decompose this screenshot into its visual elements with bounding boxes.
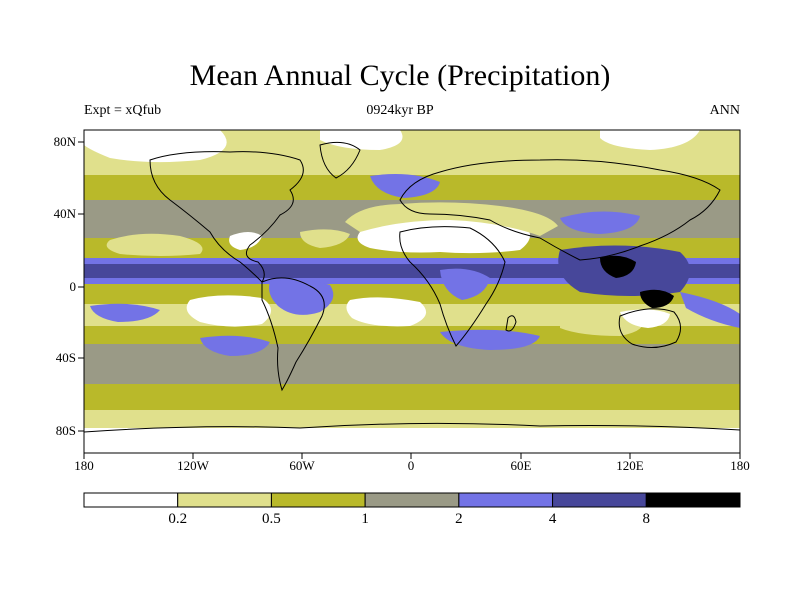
coast-south-america [261,277,325,392]
coast-australia [618,308,681,348]
colorbar [83,492,741,508]
lon-label-180w: 180 [74,458,94,473]
colorbar-box-5 [552,492,647,508]
dry-arctic-3 [600,130,700,150]
colorbar-label-4: 4 [548,511,557,527]
lat-label-80n: 80N [53,134,76,149]
wet-maritime-core [600,255,636,278]
colorbar-label-0: 0.2 [168,511,188,527]
dry-n-pacific [106,233,203,256]
colorbar-label-1: 0.5 [262,511,281,527]
coast-africa [399,226,506,347]
coast-greenland [319,141,361,179]
dry-s-pacific [186,295,271,327]
map-frame [83,129,741,454]
colorbar-box-0 [83,492,179,508]
band-south-storm [84,344,740,384]
lon-label-120e: 120E [616,458,644,473]
dry-arctic-2 [320,130,403,150]
coast-north-america [149,151,304,283]
wet-spcz [680,292,740,328]
coast-antarctica [84,422,740,433]
coastlines [84,141,740,433]
coast-eurasia [399,159,721,261]
dry-arctic-1 [84,130,227,163]
lat-label-40s: 40S [55,350,76,365]
wet-newguinea-core [640,289,674,308]
lat-label-80s: 80S [55,423,76,438]
axis-ticks [78,141,741,459]
wet-s-storm-2 [200,335,270,356]
band-antarctic [84,428,740,453]
dry-n-pacific-east [229,232,262,250]
lon-label-60w: 60W [289,458,315,473]
dry-s-atlantic [346,297,427,327]
colorbar-box-3 [364,492,460,508]
season-label: ANN [709,103,740,118]
lon-label-120w: 120W [177,458,209,473]
wet-n-pacific-storm [560,211,640,234]
dry-sahara-edge [345,202,558,236]
wet-n-atlantic-storm [370,174,440,198]
lat-label-eq: 0 [69,279,77,294]
dry-n-atlantic [300,229,350,248]
period-label: 0924kyr BP [366,103,434,118]
colorbar-box-1 [177,492,272,508]
wet-amazon [269,279,334,315]
colorbar-label-2: 1 [361,511,369,527]
colorbar-box-6 [645,492,741,508]
coast-madagascar [505,315,517,332]
colorbar-box-2 [270,492,366,508]
wet-congo [440,268,490,300]
precipitation-field [84,130,740,453]
wet-s-storm-1 [90,303,160,322]
band-south-high [84,384,740,414]
colorbar-label-3: 2 [455,511,463,527]
chart-title: Mean Annual Cycle (Precipitation) [189,59,611,92]
lon-label-0: 0 [407,458,415,473]
dry-s-indian [560,314,643,336]
dry-australia [620,309,670,328]
colorbar-label-5: 8 [642,511,651,527]
lon-label-180e: 180 [730,458,750,473]
experiment-label: Expt = xQfub [84,103,162,118]
lon-label-60e: 60E [510,458,532,473]
colorbar-box-4 [458,492,554,508]
lat-label-40n: 40N [53,206,76,221]
